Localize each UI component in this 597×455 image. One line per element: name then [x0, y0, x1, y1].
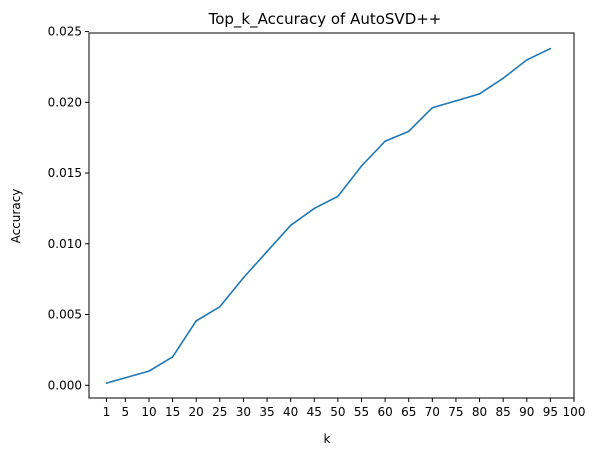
data-point [384, 140, 386, 143]
data-point [478, 93, 481, 95]
x-tick-label: 60 [377, 405, 392, 419]
x-tick-label: 80 [472, 405, 487, 419]
data-point [407, 130, 410, 133]
x-tick-label: 65 [401, 405, 416, 419]
x-tick-label: 40 [283, 405, 298, 419]
data-point [124, 376, 127, 379]
x-tick-label: 85 [496, 405, 511, 419]
data-point [313, 207, 316, 210]
x-tick-label: 50 [330, 405, 345, 419]
y-tick-label: 0.015 [48, 166, 82, 180]
x-tick-label: 70 [425, 405, 440, 419]
x-tick-label: 100 [563, 405, 586, 419]
x-tick-label: 45 [307, 405, 322, 419]
x-tick-label: 95 [543, 405, 558, 419]
data-point [337, 195, 339, 198]
data-point [219, 305, 221, 308]
x-tick-label: 20 [189, 405, 204, 419]
plot-frame [88, 32, 575, 399]
y-tick-label: 0.025 [48, 25, 82, 39]
data-point [105, 382, 108, 384]
x-tick-label: 35 [259, 405, 274, 419]
x-axis: 1 5 10 15 20 25 30 35 40 45 50 55 60 65 70 75 80 85 90 95 10… [103, 398, 586, 419]
x-tick-label: 1 [103, 405, 111, 419]
data-point [431, 106, 434, 109]
data-point [266, 250, 268, 253]
series-line [106, 47, 551, 384]
x-tick-label: 10 [141, 405, 156, 419]
data-point [525, 59, 528, 61]
x-tick-label: 25 [212, 405, 227, 419]
chart-title: Top_k_Accuracy of AutoSVD++ [208, 10, 442, 29]
data-point [242, 276, 245, 279]
data-point [171, 356, 174, 358]
data-point [502, 77, 504, 80]
data-point [289, 224, 292, 227]
x-tick-label: 30 [236, 405, 251, 419]
y-axis: 0.000 0.005 0.010 0.015 0.020 0.025 [48, 25, 89, 392]
data-point [360, 165, 363, 167]
data-point [148, 370, 150, 372]
y-tick-label: 0.010 [48, 237, 82, 251]
data-point [195, 320, 198, 322]
y-tick-label: 0.000 [48, 378, 82, 392]
x-tick-label: 90 [519, 405, 534, 419]
data-point [549, 47, 552, 50]
y-tick-label: 0.020 [48, 95, 82, 109]
y-tick-label: 0.005 [48, 308, 82, 322]
y-axis-label: Accuracy [9, 189, 23, 244]
x-axis-label: k [324, 432, 331, 446]
x-tick-label: 15 [165, 405, 180, 419]
x-tick-label: 5 [122, 405, 130, 419]
x-tick-label: 55 [354, 405, 369, 419]
x-tick-label: 75 [448, 405, 463, 419]
data-point [455, 100, 457, 102]
